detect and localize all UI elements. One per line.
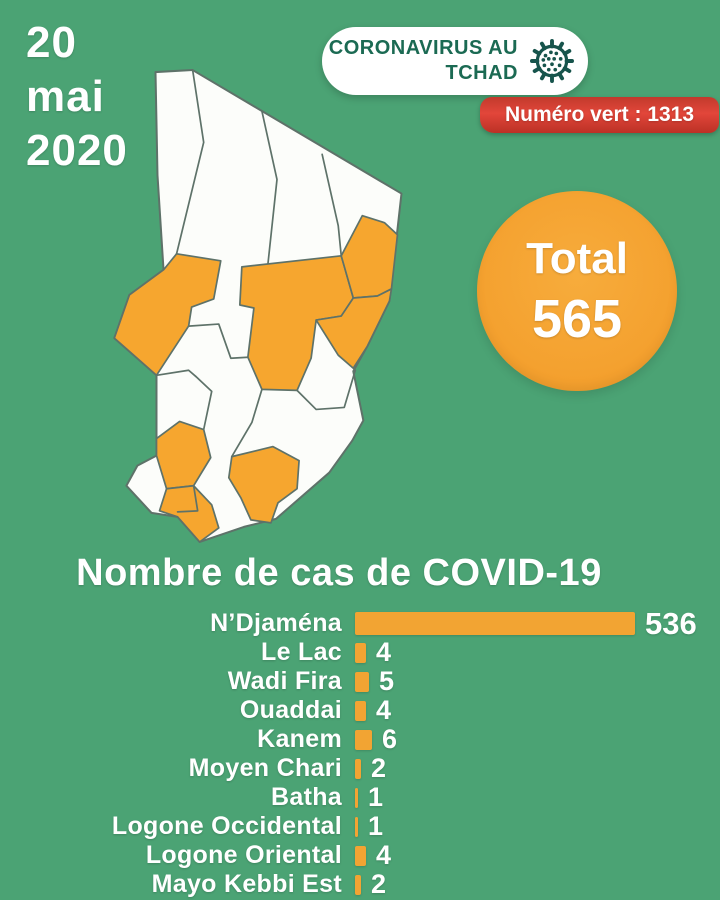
chart-row: Kanem 6 [0,724,720,754]
chart-row: Logone Occidental 1 [0,811,720,841]
region-label: Moyen Chari [188,754,342,782]
case-count: 1 [368,782,384,812]
chart-row: Moyen Chari 2 [0,753,720,783]
case-count: 2 [371,753,387,783]
region-label: Wadi Fira [227,667,342,695]
region-label: Mayo Kebbi Est [151,870,342,898]
region-label: Batha [271,783,342,811]
case-count: 6 [382,724,398,754]
case-count: 4 [376,695,392,725]
case-bar [355,671,369,692]
coronavirus-badge-text: CORONAVIRUS AU TCHAD [329,36,518,86]
region-label: Logone Oriental [145,841,342,869]
covid-bar-chart: N’Djaména 536 Le Lac 4 Wadi Fira 5 Ouaddai 4 Kan… [0,606,720,900]
case-bar [355,845,366,866]
case-count: 536 [645,605,697,641]
chart-row: Wadi Fira 5 [0,666,720,696]
chart-row: Mayo Kebbi Est 2 [0,869,720,899]
case-count: 2 [371,869,387,899]
total-badge: Total 565 [477,191,677,391]
case-count: 5 [379,666,395,696]
chad-map-svg [113,69,403,543]
virus-icon [526,35,578,87]
case-bar [355,758,361,779]
total-label: Total [526,234,628,283]
chart-row: Ouaddai 4 [0,695,720,725]
chad-map [100,57,462,551]
case-bar [355,612,635,635]
hotline-text: Numéro vert : 1313 [504,103,695,126]
badge-line2: TCHAD [445,62,518,84]
case-bar [355,729,372,750]
map-region-borders [155,69,357,458]
case-bar [355,874,361,895]
case-bar [355,787,358,808]
case-bar [355,816,358,837]
date-text: 20 mai 2020 [26,16,128,178]
region-label: Kanem [257,725,342,753]
case-count: 1 [368,811,384,841]
chart-row: Logone Oriental 4 [0,840,720,870]
case-bar [355,700,366,721]
chart-row: N’Djaména 536 [0,606,720,641]
case-bar [355,642,366,663]
date-year: 2020 [26,126,128,175]
region-label: Ouaddai [239,696,342,724]
case-count: 4 [376,637,392,667]
total-value: 565 [531,289,623,349]
region-label: Le Lac [261,638,342,666]
date-day: 20 [26,18,77,67]
hotline-badge: Numéro vert : 1313 [480,97,719,133]
badge-line1: CORONAVIRUS AU [328,37,518,59]
chart-row: Le Lac 4 [0,637,720,667]
region-label: Logone Occidental [111,812,342,840]
map-inner-line [176,484,199,513]
date-month: mai [26,72,105,121]
region-label: N’Djaména [210,609,342,637]
map-highlighted-regions [113,214,399,543]
chart-title: Nombre de cas de COVID-19 [76,552,602,594]
coronavirus-badge: CORONAVIRUS AU TCHAD [322,27,588,95]
chart-row: Batha 1 [0,782,720,812]
case-count: 4 [376,840,392,870]
